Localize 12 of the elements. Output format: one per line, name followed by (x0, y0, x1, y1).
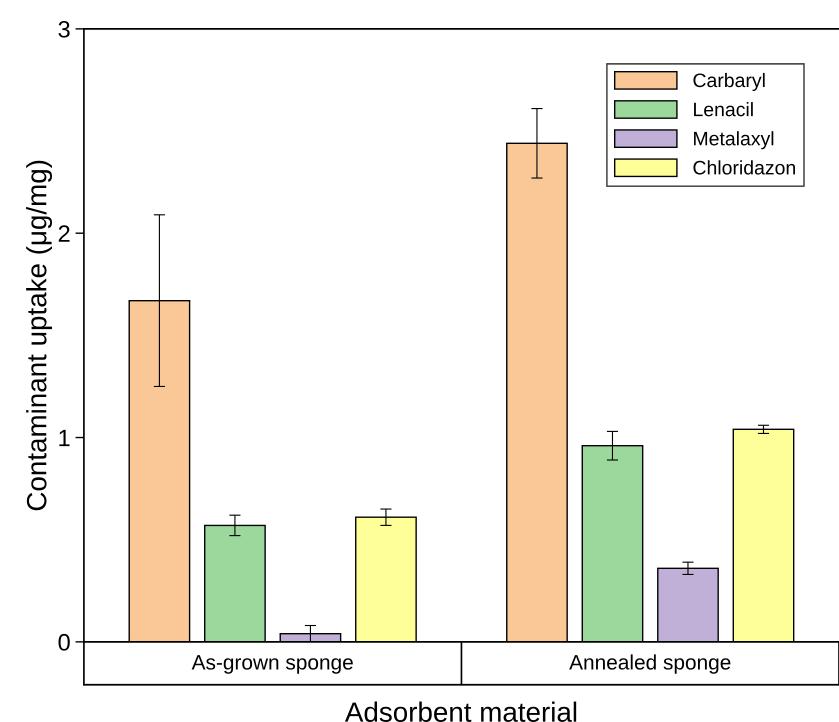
x-tick-label: As-grown sponge (192, 655, 353, 674)
legend-label: Chloridazon (693, 160, 795, 175)
y-tick-label: 0 (58, 634, 70, 651)
x-tick-label: Annealed sponge (569, 654, 730, 674)
legend-label: Metalaxyl (694, 131, 774, 150)
y-axis-title: Contaminant uptake (μg/mg) (26, 160, 52, 510)
y-tick-label: 2 (58, 225, 70, 242)
legend-label: Lenacil (694, 102, 753, 116)
x-axis-title: Adsorbent material (344, 702, 576, 722)
y-tick-label: 3 (58, 20, 70, 38)
legend-label: Carbaryl (693, 72, 765, 92)
y-tick-label: 1 (59, 430, 70, 446)
